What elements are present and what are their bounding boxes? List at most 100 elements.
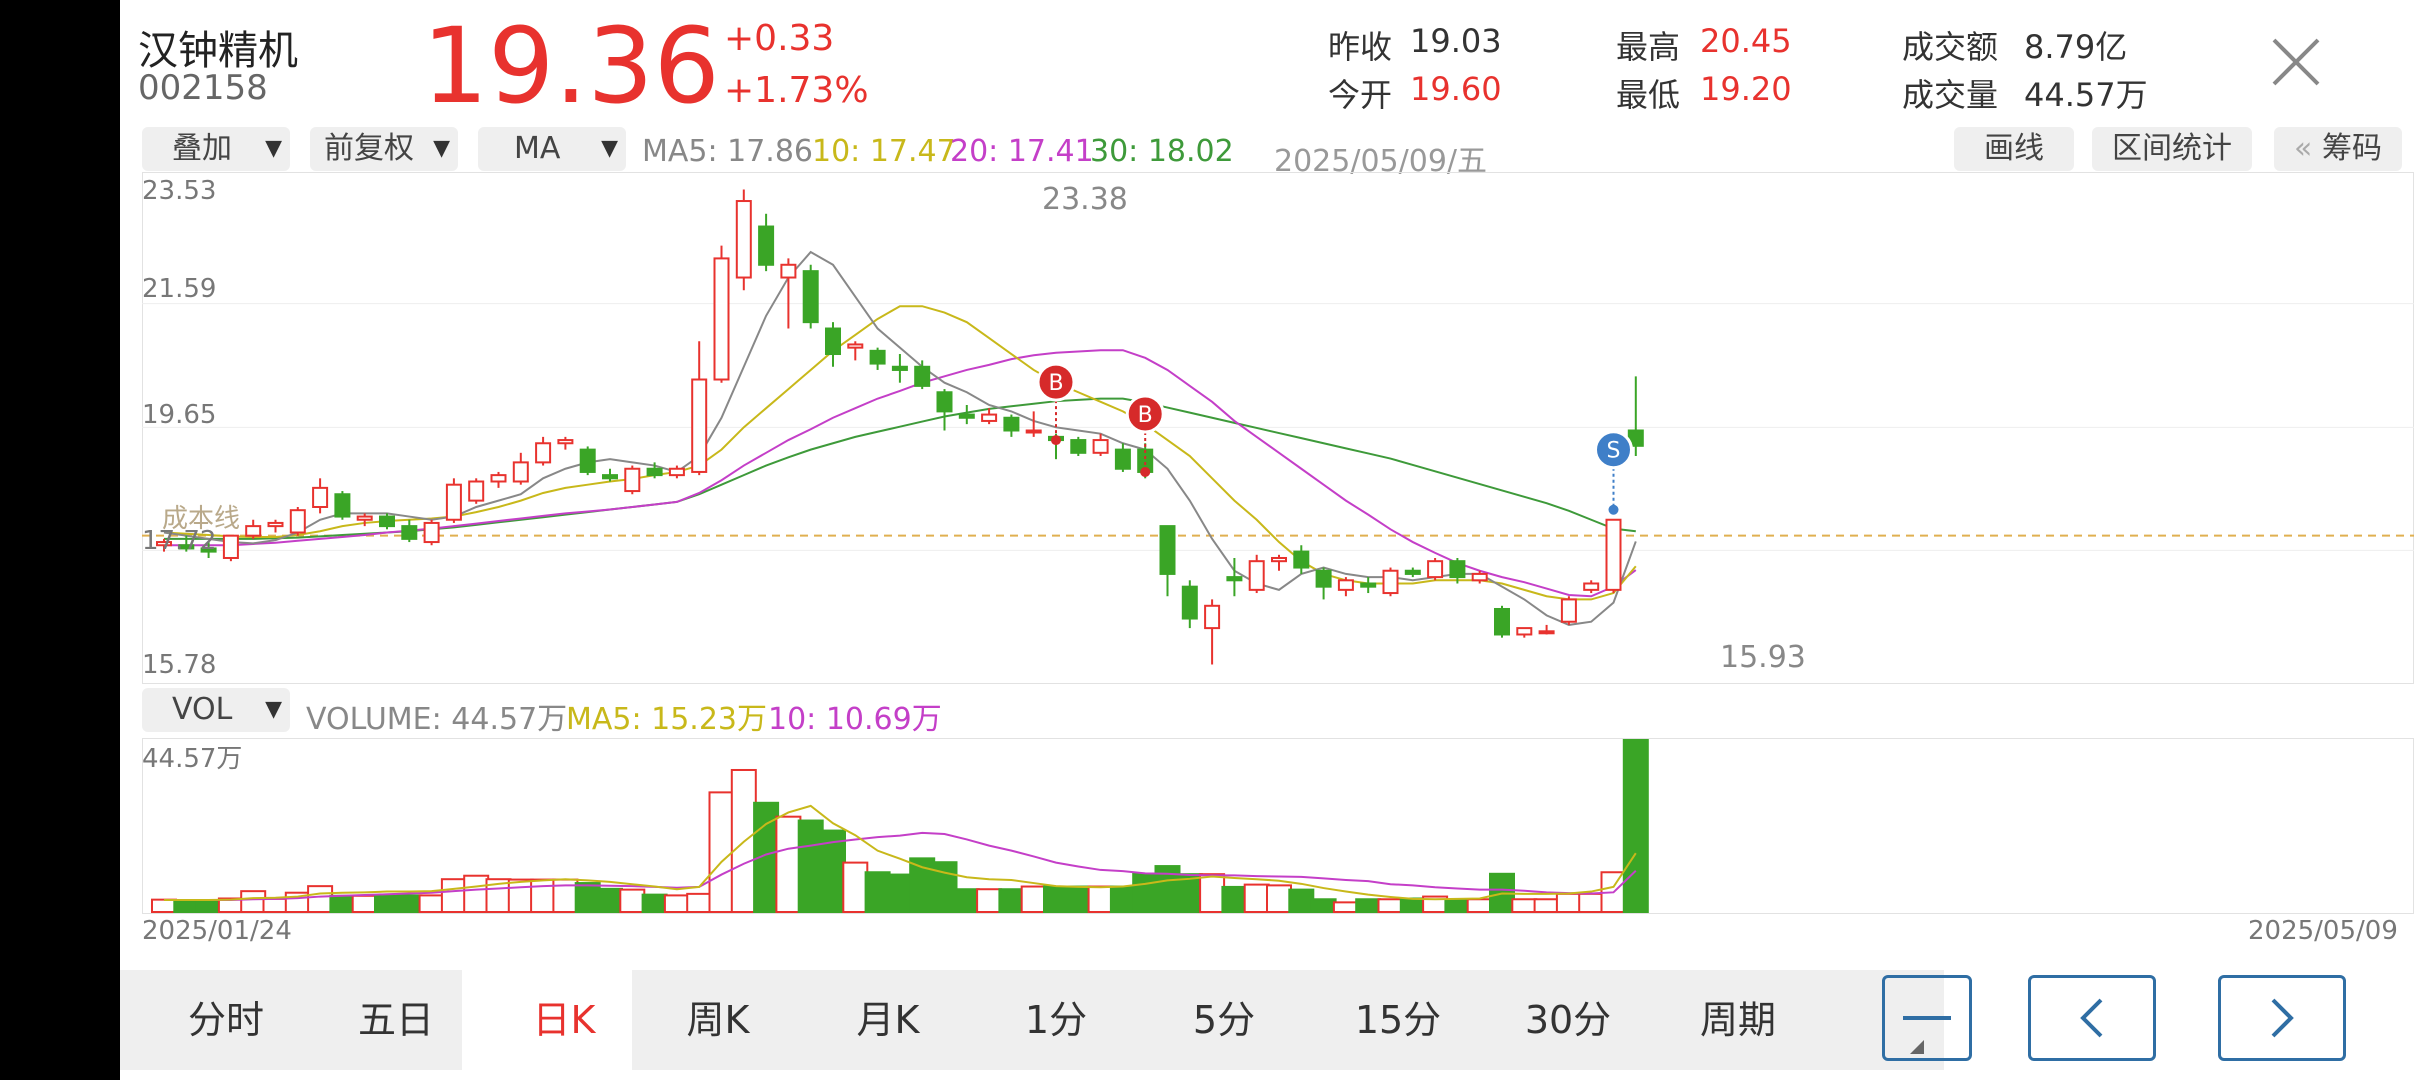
candle-body (914, 365, 931, 387)
end-date-label: 2025/05/09 (2248, 916, 2398, 946)
tab-30min[interactable]: 30分 (1488, 970, 1648, 1070)
price-axis-label: 23.53 (142, 176, 217, 206)
ma5-line (163, 250, 1637, 626)
candle-body (1159, 525, 1176, 575)
volume-bar (641, 893, 668, 914)
minus-icon (1903, 1016, 1951, 1020)
volume-bar (619, 888, 646, 914)
high-marker-label: 23.38 (1042, 182, 1128, 217)
volume-bar (597, 887, 623, 914)
candlestick-chart[interactable]: B B S (142, 172, 2414, 684)
zoom-out-button[interactable] (1882, 975, 1972, 1061)
ma5-value: MA5: 17.86 (642, 134, 814, 169)
tab-daily-k[interactable]: 日K (494, 970, 634, 1070)
adjust-dropdown[interactable]: 前复权 ▼ (310, 127, 458, 171)
candle-body (958, 413, 975, 419)
volume-bar (1511, 898, 1538, 913)
tab-5min[interactable]: 5分 (1154, 970, 1294, 1070)
indicator-dropdown[interactable]: MA ▼ (478, 127, 626, 171)
candle-body (602, 474, 618, 480)
chevron-right-icon (2271, 998, 2294, 1038)
price-change: +0.33 (724, 18, 835, 59)
candle-body (1427, 560, 1444, 579)
candle-body (936, 391, 953, 413)
candle-body (1204, 604, 1221, 630)
candle-body (1404, 569, 1421, 575)
ma20-line (164, 349, 1637, 598)
tab-label: 日K (532, 998, 596, 1042)
stock-code: 002158 (138, 68, 268, 108)
selected-date: 2025/05/09/五 (1274, 144, 1488, 179)
volume-bar (775, 815, 802, 913)
volume-bar (418, 894, 445, 914)
candle-body (267, 521, 284, 528)
volume-bar (1466, 898, 1493, 913)
dropdown-arrow-icon: ▼ (265, 136, 282, 161)
tab-period[interactable]: 周期 (1658, 970, 1818, 1070)
candle-body (1516, 627, 1533, 636)
volume-bar (1310, 898, 1337, 913)
volume-bar (240, 890, 267, 914)
candle-body (624, 467, 641, 493)
volume-bar (1288, 888, 1315, 914)
volume-bar (753, 801, 780, 913)
candle-body (512, 461, 529, 483)
candle-body (535, 442, 552, 464)
low-value: 19.20 (1700, 70, 1792, 108)
volume-bar (1332, 901, 1359, 913)
tab-15min[interactable]: 15分 (1318, 970, 1478, 1070)
candle-body (423, 521, 440, 544)
candle-body (1271, 556, 1287, 563)
volume-bar (1043, 885, 1069, 913)
volume-indicator-dropdown[interactable]: VOL ▼ (142, 688, 290, 732)
prev-close-label: 昨收 (1328, 28, 1393, 66)
draw-line-button[interactable]: 画线 (1954, 127, 2074, 171)
candle-body (825, 327, 841, 356)
volume-chart[interactable] (142, 738, 2414, 914)
volume-bar (463, 874, 490, 913)
close-button[interactable] (2256, 22, 2336, 102)
volume-bar (1020, 885, 1047, 913)
chips-button[interactable]: « 筹码 (2274, 127, 2402, 171)
candle-body (1471, 572, 1488, 582)
volume-bar (686, 892, 713, 914)
high-value: 20.45 (1700, 22, 1792, 60)
volume-bar (195, 900, 222, 913)
range-stats-button[interactable]: 区间统计 (2092, 127, 2252, 171)
candle-body (1092, 439, 1109, 454)
volume-bar (842, 861, 869, 913)
next-button[interactable] (2218, 975, 2346, 1061)
indicator-label: MA (514, 131, 561, 166)
tab-weekly-k[interactable]: 周K (648, 970, 788, 1070)
start-date-label: 2025/01/24 (142, 916, 292, 946)
volume-bar (886, 873, 913, 913)
candle-body (468, 480, 485, 502)
prev-button[interactable] (2028, 975, 2156, 1061)
candle-body (200, 547, 217, 553)
candle-body (557, 439, 574, 445)
tab-label: 15分 (1354, 998, 1442, 1042)
candle-body (312, 486, 329, 508)
candle-body (735, 200, 752, 279)
candle-body (691, 378, 708, 473)
draw-line-label: 画线 (1984, 131, 2044, 166)
tab-monthly-k[interactable]: 月K (818, 970, 958, 1070)
tab-fenshi[interactable]: 分时 (156, 970, 296, 1070)
candle-body (891, 365, 908, 371)
open-label: 今开 (1328, 76, 1393, 114)
buy-signal-icon (1036, 362, 1076, 402)
dropdown-arrow-icon: ▼ (601, 136, 618, 161)
tab-five-day[interactable]: 五日 (326, 970, 466, 1070)
volume-bar (530, 878, 557, 913)
dropdown-arrow-icon: ▼ (433, 136, 450, 161)
volume-bar (1355, 898, 1382, 913)
range-stats-label: 区间统计 (2112, 131, 2232, 166)
signal-label: B (1138, 403, 1153, 428)
signal-label: B (1048, 371, 1063, 396)
volume-bar (1444, 898, 1471, 913)
candle-body (1315, 569, 1332, 588)
candle-body (1248, 560, 1265, 591)
tab-1min[interactable]: 1分 (986, 970, 1126, 1070)
overlay-dropdown[interactable]: 叠加 ▼ (142, 127, 290, 171)
volume-bar (262, 897, 289, 914)
